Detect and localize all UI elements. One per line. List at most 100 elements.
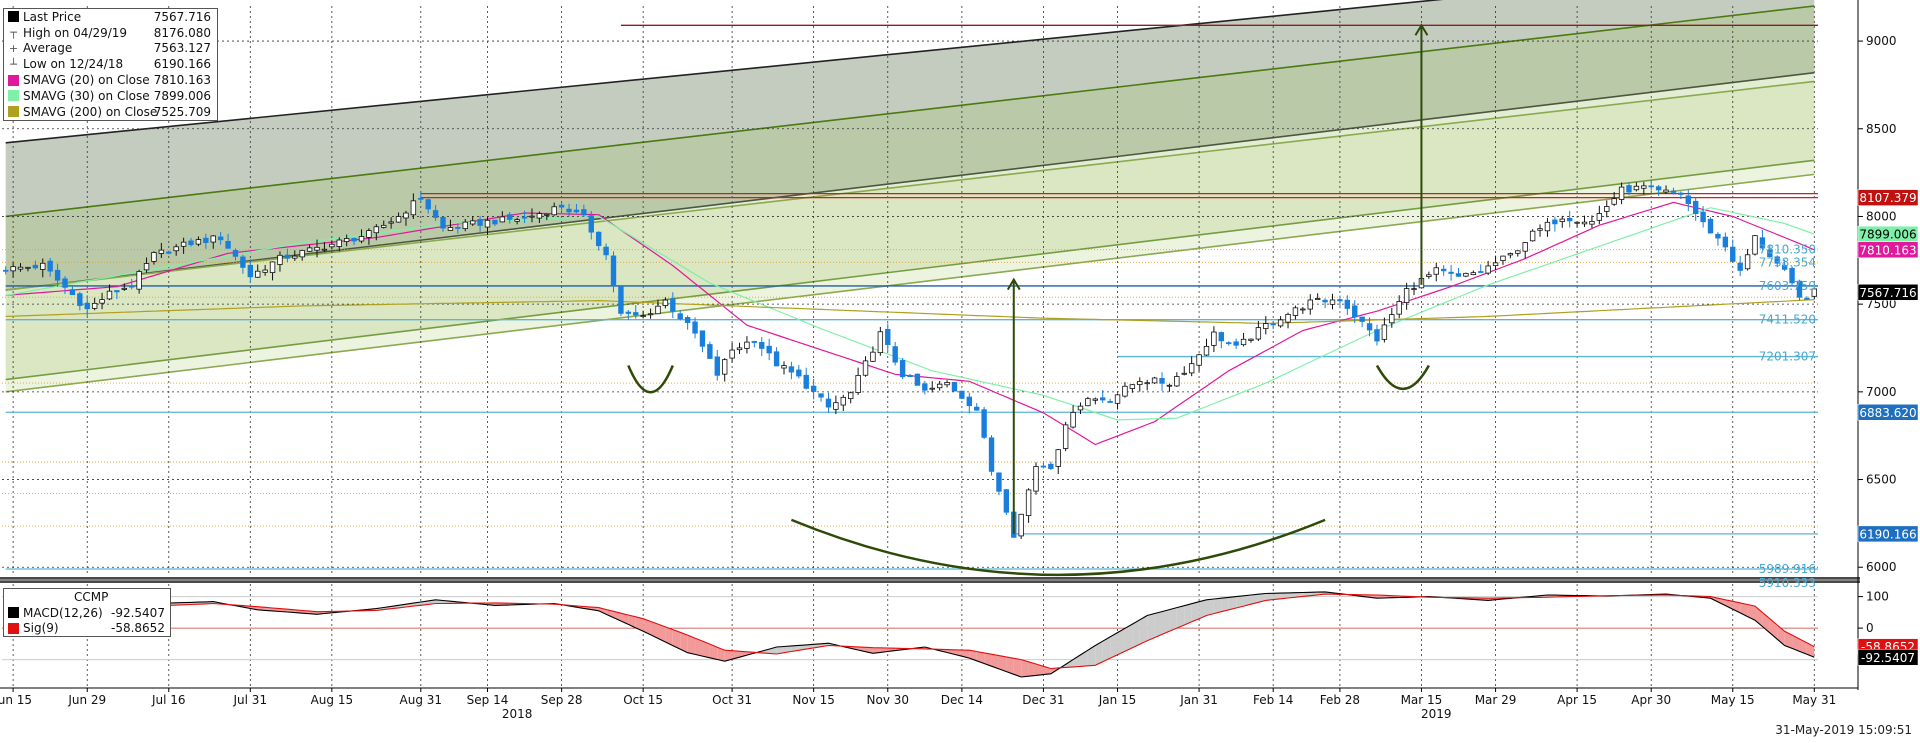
candle-body bbox=[685, 317, 690, 322]
candle-body bbox=[107, 291, 112, 299]
candle-body bbox=[1204, 346, 1209, 355]
candle-body bbox=[1286, 314, 1291, 322]
red-swatch-icon bbox=[8, 623, 19, 634]
candle-body bbox=[1293, 308, 1298, 316]
price-tag-text: 6883.620 bbox=[1859, 406, 1916, 420]
candle-body bbox=[456, 227, 461, 228]
candle-body bbox=[70, 290, 75, 295]
candle-body bbox=[619, 287, 624, 313]
macd-histogram-fill bbox=[1140, 616, 1147, 645]
legend-label: SMAVG (200) on Close bbox=[23, 105, 151, 119]
legend-value: 7525.709 bbox=[151, 105, 217, 119]
x-tick-label: Jan 15 bbox=[1098, 693, 1137, 707]
candle-body bbox=[671, 299, 676, 311]
legend-label: Average bbox=[23, 41, 151, 55]
high-marker-icon: ┬ bbox=[8, 26, 19, 39]
candle-body bbox=[1212, 332, 1217, 345]
candle-body bbox=[1745, 255, 1750, 269]
candle-body bbox=[241, 257, 246, 267]
candle-body bbox=[789, 367, 794, 372]
legend-value: -58.8652 bbox=[111, 621, 165, 635]
price-tag-text: 6190.166 bbox=[1859, 527, 1916, 541]
legend-item-last-price: Last Price 7567.716 bbox=[4, 9, 217, 25]
x-tick-label: Apr 15 bbox=[1557, 693, 1597, 707]
candle-body bbox=[500, 217, 505, 222]
candle-body bbox=[404, 213, 409, 218]
candle-body bbox=[930, 388, 935, 389]
candle-body bbox=[848, 393, 853, 399]
candle-body bbox=[196, 240, 201, 245]
legend-value: 7567.716 bbox=[151, 10, 217, 24]
candle-body bbox=[1634, 186, 1639, 189]
candle-body bbox=[1567, 218, 1572, 220]
price-tag: 7899.006 bbox=[1858, 226, 1918, 242]
candle-body bbox=[389, 222, 394, 223]
candle-body bbox=[411, 201, 416, 215]
x-tick-label: Jul 31 bbox=[233, 693, 268, 707]
candle-body bbox=[255, 271, 260, 277]
candle bbox=[1152, 377, 1157, 384]
candle-body bbox=[945, 382, 950, 384]
candle-body bbox=[1456, 274, 1461, 277]
candle-body bbox=[470, 221, 475, 224]
candle-body bbox=[878, 332, 883, 353]
candle-body bbox=[26, 267, 31, 268]
black-swatch-icon bbox=[8, 607, 19, 618]
candle-body bbox=[337, 240, 342, 247]
candle-body bbox=[374, 227, 379, 233]
candle-body bbox=[204, 238, 209, 242]
candle-body bbox=[1441, 269, 1446, 271]
candle-body bbox=[1152, 378, 1157, 383]
candle-body bbox=[285, 255, 290, 258]
candle-body bbox=[1619, 187, 1624, 199]
candle-body bbox=[937, 384, 942, 388]
candle-body bbox=[1730, 247, 1735, 261]
candle-body bbox=[248, 265, 253, 276]
candle-body bbox=[189, 241, 194, 245]
level-value-label: 7738.354 bbox=[1759, 255, 1816, 269]
candle-body bbox=[211, 236, 216, 242]
candle bbox=[1464, 273, 1469, 278]
candle-body bbox=[745, 342, 750, 348]
candle-body bbox=[1664, 190, 1669, 192]
candle-body bbox=[1123, 386, 1128, 396]
candle-body bbox=[92, 303, 97, 308]
candle-body bbox=[48, 261, 53, 271]
candle-body bbox=[426, 200, 431, 209]
candle-body bbox=[596, 232, 601, 245]
candle-body bbox=[1597, 214, 1602, 221]
legend-label: SMAVG (30) on Close bbox=[23, 89, 151, 103]
candle-body bbox=[1019, 514, 1024, 536]
candle-body bbox=[974, 407, 979, 410]
candle-body bbox=[1530, 231, 1535, 241]
candle-body bbox=[552, 207, 557, 215]
candle-body bbox=[1375, 330, 1380, 341]
candle-body bbox=[782, 366, 787, 368]
candle-body bbox=[1478, 272, 1483, 273]
candle-body bbox=[834, 403, 839, 410]
x-tick-label: May 15 bbox=[1711, 693, 1755, 707]
level-value-label: 5989.916 bbox=[1759, 562, 1816, 576]
candle-body bbox=[1323, 300, 1328, 302]
x-tick-label: Nov 15 bbox=[792, 693, 835, 707]
candle-body bbox=[1493, 263, 1498, 266]
candle-body bbox=[1263, 324, 1268, 329]
macd-histogram-fill bbox=[1169, 608, 1176, 632]
macd-histogram-fill bbox=[1162, 610, 1169, 635]
black-swatch-icon bbox=[8, 11, 19, 22]
candle-body bbox=[1708, 219, 1713, 233]
candle-body bbox=[359, 237, 364, 242]
candle-body bbox=[367, 231, 372, 238]
candle-body bbox=[1723, 237, 1728, 247]
x-tick-label: Sep 14 bbox=[467, 693, 509, 707]
y-tick-label: 7000 bbox=[1866, 385, 1897, 399]
candle-body bbox=[463, 222, 468, 228]
candle-body bbox=[493, 220, 498, 224]
candle-body bbox=[1093, 399, 1098, 400]
candle-body bbox=[78, 294, 83, 306]
candle-body bbox=[1271, 324, 1276, 325]
candle bbox=[1530, 229, 1535, 241]
candle-body bbox=[537, 214, 542, 219]
candle bbox=[1063, 422, 1068, 451]
